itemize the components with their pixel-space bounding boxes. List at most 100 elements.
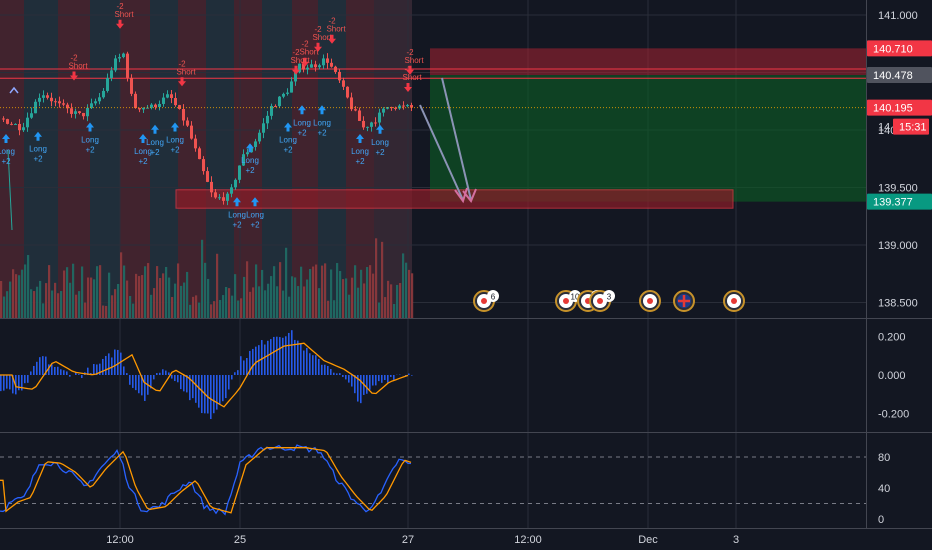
macd-histogram-bar bbox=[54, 366, 56, 375]
candle-body bbox=[214, 192, 217, 198]
candle-body bbox=[238, 165, 241, 180]
price-tick-label: 138.500 bbox=[878, 298, 918, 310]
macd-histogram-bar bbox=[381, 375, 383, 383]
volume-bar bbox=[270, 276, 273, 318]
candle-body bbox=[290, 81, 293, 93]
short-arrow bbox=[301, 57, 309, 67]
candle-body bbox=[254, 141, 257, 147]
long-qty: +2 bbox=[150, 148, 160, 157]
candle-body bbox=[182, 108, 185, 121]
volume-bar bbox=[105, 305, 108, 318]
long-label: Long bbox=[29, 145, 47, 154]
macd-histogram-bar bbox=[294, 339, 296, 375]
session-band bbox=[206, 0, 234, 318]
volume-bar bbox=[219, 299, 222, 318]
candle-body bbox=[134, 93, 137, 109]
event-count: 6 bbox=[491, 293, 496, 302]
macd-histogram-bar bbox=[129, 375, 131, 385]
long-arrow bbox=[139, 134, 147, 143]
volume-bar bbox=[6, 291, 9, 318]
macd-histogram-bar bbox=[348, 375, 350, 383]
short-qty: -2 bbox=[328, 17, 336, 26]
macd-histogram-bar bbox=[108, 353, 110, 375]
price-tick-label-hidden: 14 bbox=[878, 122, 890, 134]
candle-body bbox=[210, 181, 213, 193]
macd-histogram-bar bbox=[384, 375, 386, 381]
price-tick-label: 139.000 bbox=[878, 240, 918, 252]
macd-histogram-bar bbox=[264, 344, 266, 375]
macd-histogram-bar bbox=[156, 373, 158, 375]
macd-histogram-bar bbox=[318, 358, 320, 375]
volume-bar bbox=[186, 271, 189, 318]
time-tick-label: 12:00 bbox=[514, 534, 542, 546]
macd-histogram-bar bbox=[339, 373, 341, 375]
short-label: Short bbox=[176, 67, 196, 76]
candle-body bbox=[402, 105, 405, 107]
volume-bar bbox=[144, 266, 147, 318]
volume-bar bbox=[135, 273, 138, 318]
macd-histogram-bar bbox=[123, 366, 125, 375]
macd-histogram-bar bbox=[69, 375, 71, 377]
price-axis: 141.000140.500140.000139.500139.000138.5… bbox=[878, 10, 918, 526]
macd-histogram-bar bbox=[174, 375, 176, 382]
candle-body bbox=[146, 107, 149, 109]
macd-histogram-bar bbox=[96, 364, 98, 375]
macd-histogram-bar bbox=[189, 375, 191, 401]
stochastic-tick-label: 80 bbox=[878, 452, 890, 464]
long-arrow bbox=[251, 197, 259, 207]
volume-bar bbox=[60, 291, 63, 318]
volume-bar bbox=[3, 296, 6, 318]
candle-body bbox=[310, 64, 313, 68]
volume-bar bbox=[408, 269, 411, 318]
long-qty: +2 bbox=[245, 166, 255, 175]
macd-histogram-bar bbox=[240, 356, 242, 375]
candle-body bbox=[22, 127, 25, 131]
volume-bar bbox=[249, 291, 252, 318]
volume-bar bbox=[48, 265, 51, 318]
price-tags: 140.710 140.478 140.195 15:31 139.377 bbox=[867, 40, 932, 210]
volume-bar bbox=[84, 302, 87, 318]
volume-bar bbox=[246, 261, 249, 318]
volume-bar bbox=[291, 276, 294, 318]
macd-tick-label: 0.200 bbox=[878, 332, 906, 344]
volume-bar bbox=[255, 264, 258, 318]
session-band bbox=[346, 0, 374, 318]
macd-histogram-bar bbox=[114, 349, 116, 375]
volume-bar bbox=[378, 302, 381, 318]
session-bands bbox=[0, 0, 412, 318]
arrow-line bbox=[441, 77, 472, 201]
short-arrow bbox=[178, 77, 186, 87]
macd-histogram-bar bbox=[231, 375, 233, 380]
candle-body bbox=[158, 103, 161, 108]
price-tag-label: 140.710 bbox=[873, 43, 913, 55]
macd-histogram-bar bbox=[270, 339, 272, 375]
candle-body bbox=[126, 53, 129, 78]
volume-bar bbox=[276, 286, 279, 318]
volume-bar bbox=[114, 289, 117, 318]
long-arrow bbox=[298, 105, 306, 115]
macd-histogram-bar bbox=[198, 375, 200, 408]
candle-body bbox=[190, 125, 193, 139]
candle-body bbox=[362, 120, 365, 128]
volume-bar bbox=[66, 267, 69, 318]
candle-body bbox=[202, 159, 205, 172]
volume-bar bbox=[294, 277, 297, 318]
macd-histogram-bar bbox=[60, 369, 62, 375]
macd-histogram-bar bbox=[0, 375, 2, 392]
volume-bar bbox=[93, 279, 96, 318]
volume-bar bbox=[387, 280, 390, 318]
macd-histogram-bar bbox=[210, 375, 212, 420]
session-band bbox=[0, 0, 24, 318]
macd-histogram-bar bbox=[135, 375, 137, 391]
candle-body bbox=[138, 108, 141, 110]
volume-bar bbox=[318, 288, 321, 318]
candle-body bbox=[90, 103, 93, 108]
long-label: Long bbox=[134, 147, 152, 156]
volume-bar bbox=[171, 297, 174, 318]
long-label: Long bbox=[228, 210, 246, 219]
long-arrow bbox=[376, 124, 384, 134]
volume-bar bbox=[75, 294, 78, 318]
volume-bar bbox=[12, 269, 15, 318]
